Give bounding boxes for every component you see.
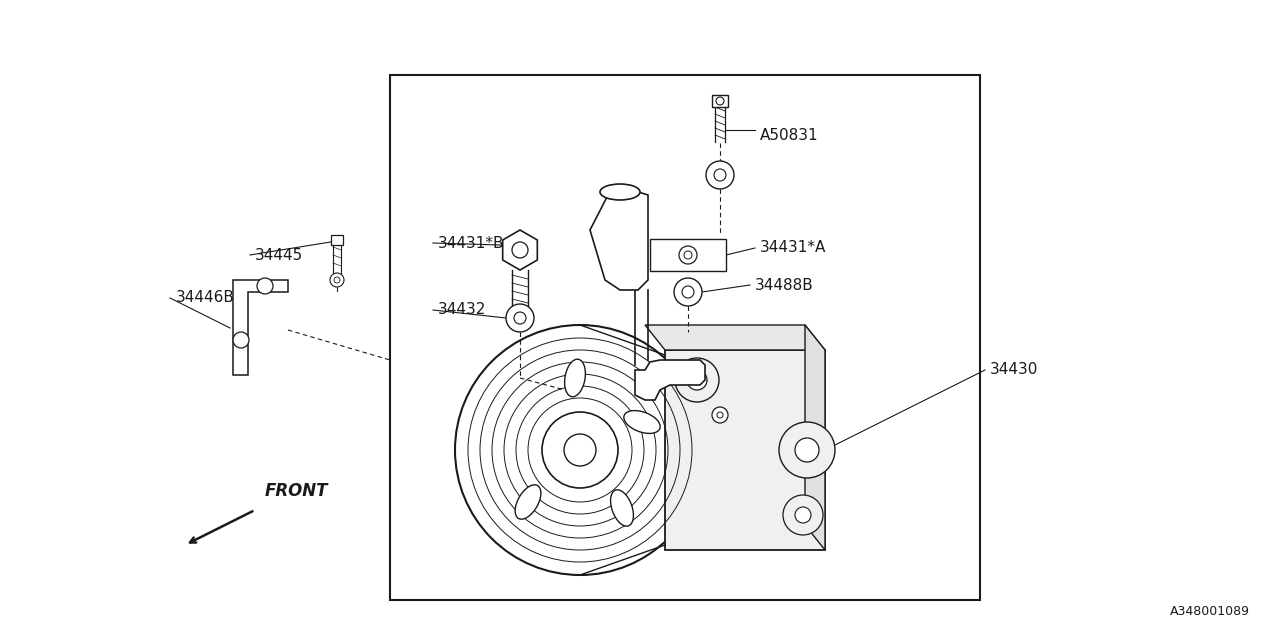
Circle shape (714, 169, 726, 181)
Circle shape (682, 286, 694, 298)
Text: A50831: A50831 (760, 127, 819, 143)
Polygon shape (645, 325, 826, 350)
Circle shape (716, 97, 724, 105)
Text: FRONT: FRONT (265, 482, 329, 500)
Circle shape (712, 407, 728, 423)
Text: 34431*A: 34431*A (760, 241, 827, 255)
Polygon shape (805, 325, 826, 550)
Ellipse shape (600, 184, 640, 200)
Polygon shape (635, 360, 705, 400)
Text: 34432: 34432 (438, 303, 486, 317)
Bar (332, 235, 343, 245)
Circle shape (541, 412, 618, 488)
Ellipse shape (623, 411, 660, 433)
Circle shape (707, 161, 733, 189)
Polygon shape (590, 190, 648, 290)
Text: 34488B: 34488B (755, 278, 814, 292)
Circle shape (780, 422, 835, 478)
Text: A348001089: A348001089 (1170, 605, 1251, 618)
Circle shape (257, 278, 273, 294)
Text: 34430: 34430 (989, 362, 1038, 378)
Text: 34445: 34445 (255, 248, 303, 262)
Circle shape (334, 277, 340, 283)
Polygon shape (233, 280, 288, 375)
Circle shape (454, 325, 705, 575)
Circle shape (506, 304, 534, 332)
Ellipse shape (611, 490, 634, 526)
Bar (650, 239, 726, 271)
Polygon shape (503, 230, 538, 270)
Circle shape (795, 438, 819, 462)
Circle shape (717, 412, 723, 418)
Circle shape (684, 251, 692, 259)
Circle shape (795, 507, 812, 523)
Circle shape (675, 278, 701, 306)
Circle shape (564, 434, 596, 466)
Circle shape (515, 312, 526, 324)
Circle shape (687, 370, 707, 390)
Ellipse shape (564, 359, 585, 397)
Bar (390, 75, 980, 600)
Circle shape (783, 495, 823, 535)
Circle shape (512, 242, 529, 258)
Ellipse shape (515, 485, 541, 519)
Circle shape (233, 332, 250, 348)
Circle shape (675, 358, 719, 402)
Bar (712, 95, 728, 107)
Circle shape (678, 246, 698, 264)
Circle shape (330, 273, 344, 287)
Polygon shape (666, 350, 826, 550)
Text: 34431*B: 34431*B (438, 236, 504, 250)
Text: 34446B: 34446B (177, 291, 234, 305)
